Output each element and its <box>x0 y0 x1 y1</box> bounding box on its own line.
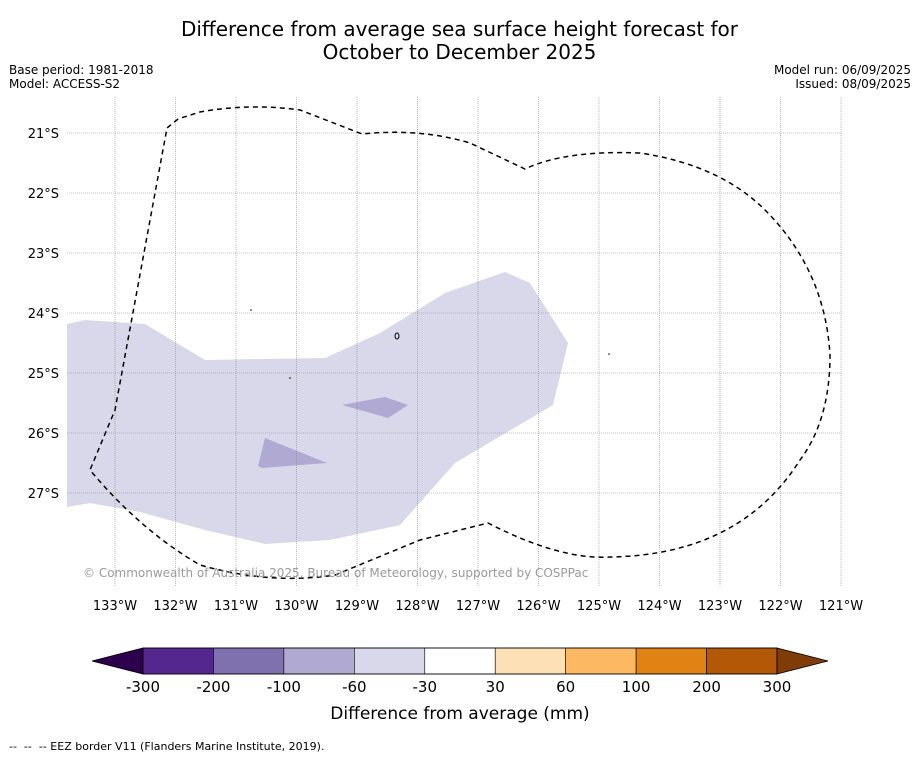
longitude-label: 129°W <box>335 599 379 614</box>
latitude-label: 27°S <box>28 487 59 502</box>
colorbar-tick-label: 60 <box>556 678 575 696</box>
colorbar-cell <box>283 647 355 675</box>
longitude-label: 132°W <box>153 599 197 614</box>
longitude-label: 126°W <box>516 599 560 614</box>
longitude-label: 123°W <box>698 599 742 614</box>
longitude-labels: 133°W 132°W 131°W 130°W 129°W 128°W 127°W 126°W… <box>93 599 863 614</box>
eez-legend-note: -- -- -- EEZ border V11 (Flanders Marine… <box>9 740 325 753</box>
colorbar-cell <box>213 647 285 675</box>
latitude-label: 23°S <box>28 247 59 262</box>
copyright-text: © Commonwealth of Australia 2025, Bureau… <box>83 566 588 580</box>
longitude-label: 133°W <box>93 599 137 614</box>
island-mark <box>394 332 400 340</box>
island-mark <box>250 309 252 311</box>
longitude-label: 130°W <box>274 599 318 614</box>
colorbar: -300 -200 -100 -60 -30 30 60 100 200 300 Differen… <box>91 647 829 724</box>
colorbar-cell <box>142 647 214 675</box>
colorbar-cell <box>494 647 566 675</box>
latitude-label: 24°S <box>28 307 59 322</box>
colorbar-title: Difference from average (mm) <box>330 704 589 724</box>
colorbar-tick-label: 300 <box>763 678 792 696</box>
colorbar-tick-label: -200 <box>196 678 230 696</box>
colorbar-tick-label: -30 <box>413 678 438 696</box>
longitude-label: 127°W <box>456 599 500 614</box>
map-figure: 21°S22°S23°S24°S25°S26°S27°S 133°W 132°W 1… <box>28 97 863 724</box>
colorbar-cell <box>635 647 707 675</box>
colorbar-tick-label: -100 <box>267 678 301 696</box>
island-mark <box>608 353 610 355</box>
colorbar-extend-high <box>776 647 829 675</box>
title-line-2: October to December 2025 <box>322 40 597 64</box>
longitude-label: 128°W <box>395 599 439 614</box>
colorbar-tick-label: 100 <box>622 678 651 696</box>
anomaly-patch-1 <box>342 397 408 418</box>
longitude-label: 121°W <box>819 599 863 614</box>
latitude-label: 21°S <box>28 127 59 142</box>
colorbar-tick-label: 200 <box>692 678 721 696</box>
anomaly-patch-2 <box>258 438 327 468</box>
model-run: Model run: 06/09/2025 <box>773 63 911 77</box>
model-name: Model: ACCESS-S2 <box>9 77 121 91</box>
island-mark <box>289 377 291 379</box>
colorbar-tick-label: -300 <box>126 678 160 696</box>
colorbar-cell <box>354 647 426 675</box>
colorbar-cell <box>565 647 637 675</box>
map-title: Difference from average sea surface heig… <box>0 18 919 64</box>
colorbar-cell <box>706 647 778 675</box>
colorbar-tick-label: 30 <box>486 678 505 696</box>
base-period: Base period: 1981-2018 <box>9 63 154 77</box>
gridlines <box>67 97 843 587</box>
colorbar-frame <box>142 647 778 675</box>
longitude-label: 125°W <box>577 599 621 614</box>
issued-date: Issued: 08/09/2025 <box>795 77 911 91</box>
latitude-label: 26°S <box>28 427 59 442</box>
colorbar-tick-label: -60 <box>342 678 367 696</box>
longitude-label: 122°W <box>758 599 802 614</box>
anomaly-band-light <box>67 272 568 544</box>
longitude-label: 131°W <box>214 599 258 614</box>
colorbar-cell <box>424 647 496 675</box>
title-line-1: Difference from average sea surface heig… <box>180 17 739 41</box>
meta-left: Base period: 1981-2018 Model: ACCESS-S2 <box>9 63 154 91</box>
meta-right: Model run: 06/09/2025 Issued: 08/09/2025 <box>774 63 911 91</box>
longitude-label: 124°W <box>637 599 681 614</box>
latitude-label: 22°S <box>28 187 59 202</box>
latitude-label: 25°S <box>28 367 59 382</box>
colorbar-extend-low <box>91 647 144 675</box>
latitude-labels: 21°S 22°S 23°S 24°S 25°S 26°S 27°S <box>28 127 59 502</box>
